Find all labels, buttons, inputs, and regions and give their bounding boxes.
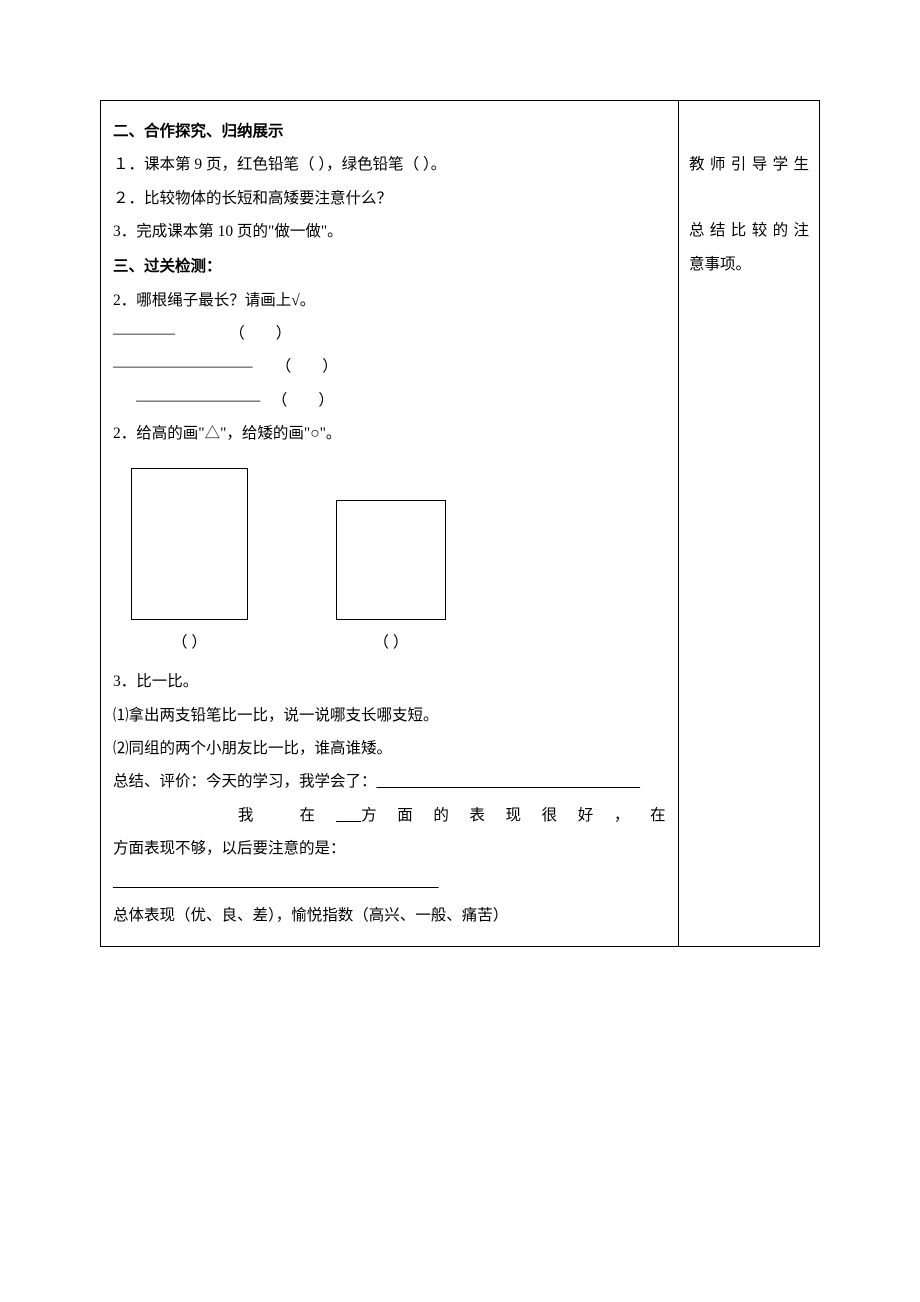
notes-column: 教师引导学生 总结比较的注 意事项。 [679, 101, 819, 946]
summary-line-2: 我 在 方面的表现很好，在 [113, 799, 666, 832]
item-2-2: ２．比较物体的长短和高矮要注意什么？ [113, 182, 666, 215]
notes-line-1: 教师引导学生 [689, 148, 809, 181]
tall-shape-label: （ ） [172, 626, 207, 659]
summary-1-text: 总结、评价：今天的学习，我学会了： [113, 773, 377, 790]
compare-sub-2: ⑵同组的两个小朋友比一比，谁高谁矮。 [113, 732, 666, 765]
height-shapes-row: （ ） （ ） [113, 450, 666, 665]
worksheet-table: 二、合作探究、归纳展示 １．课本第 9 页，红色铅笔（ ），绿色铅笔（ ）。 ２… [100, 100, 820, 947]
summary-2-pre: 我 在 [113, 807, 336, 824]
rope-option-3: ———————— （ ） [113, 384, 666, 417]
summary-2-blank [336, 807, 361, 824]
summary-3-blank: ________________________________________… [113, 873, 439, 890]
tall-shape-block: （ ） [131, 468, 248, 659]
tall-rectangle [131, 468, 248, 620]
section-heading-3: 三、过关检测： [113, 250, 666, 283]
summary-line-4: 总体表现（优、良、差），愉悦指数（高兴、一般、痛苦） [113, 899, 666, 932]
summary-3-text: 方面表现不够，以后要注意的是： [113, 840, 346, 857]
question-compare: 3．比一比。 [113, 665, 666, 698]
summary-line-1: 总结、评价：今天的学习，我学会了：_______________________… [113, 765, 666, 798]
summary-line-3: 方面表现不够，以后要注意的是： _________________________… [113, 832, 666, 899]
content-column: 二、合作探究、归纳展示 １．课本第 9 页，红色铅笔（ ），绿色铅笔（ ）。 ２… [101, 101, 679, 946]
question-rope: 2．哪根绳子最长？请画上√。 [113, 284, 666, 317]
short-rectangle [336, 500, 446, 620]
item-2-3: 3．完成课本第 10 页的"做一做"。 [113, 215, 666, 248]
summary-1-blank: __________________________________ [377, 773, 641, 790]
item-2-1: １．课本第 9 页，红色铅笔（ ），绿色铅笔（ ）。 [113, 148, 666, 181]
short-shape-label: （ ） [374, 626, 409, 659]
section-heading-2: 二、合作探究、归纳展示 [113, 115, 666, 148]
compare-sub-1: ⑴拿出两支铅笔比一比，说一说哪支长哪支短。 [113, 699, 666, 732]
summary-2-post: 方面的表现很好，在 [361, 807, 666, 824]
short-shape-block: （ ） [336, 500, 446, 659]
notes-line-3: 意事项。 [689, 248, 809, 281]
question-height: 2．给高的画"△"，给矮的画"○"。 [113, 417, 666, 450]
notes-line-2: 总结比较的注 [689, 214, 809, 247]
rope-option-2: ————————— （ ） [113, 350, 666, 383]
rope-option-1: ———— （ ） [113, 317, 666, 350]
